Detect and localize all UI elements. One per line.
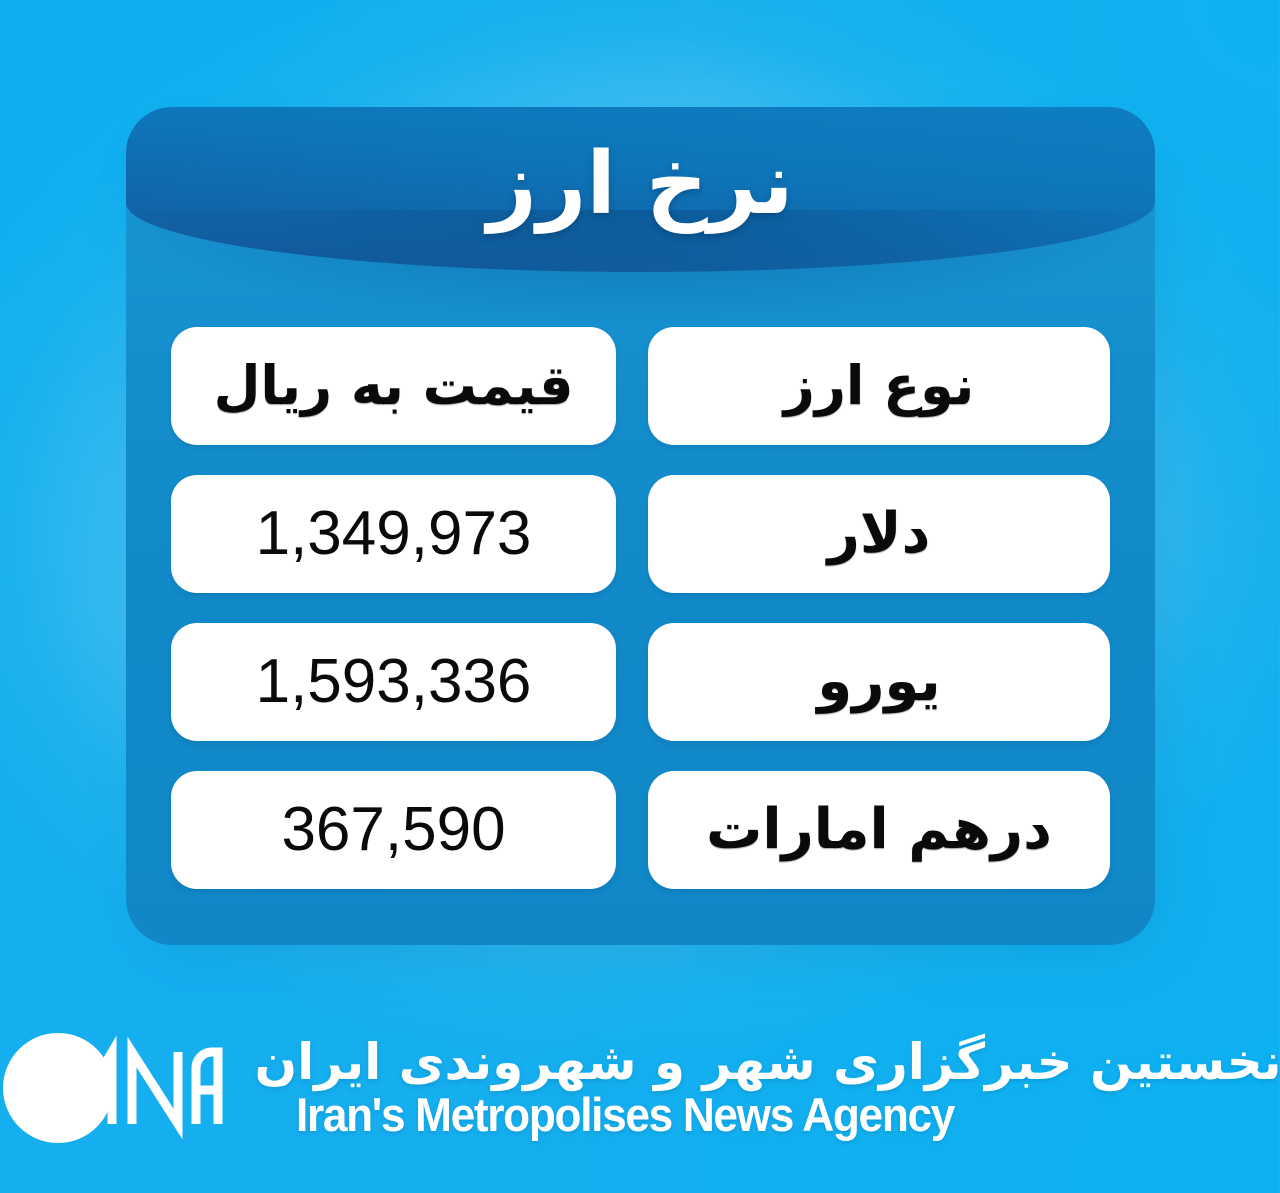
table-header-row: نوع ارز قیمت به ریال [172,327,1111,445]
imna-logo [0,1022,229,1154]
header-label-price: قیمت به ریال [214,354,576,417]
footer-taglines: نخستین خبرگزاری شهر و شهروندی ایران Iran… [255,1036,1280,1140]
currency-price: 1,349,973 [256,499,533,568]
header-cell-currency-type: نوع ارز [649,327,1111,445]
cell-currency-price: 1,349,973 [172,475,617,593]
cell-currency-type: درهم امارات [649,771,1111,889]
table-row: یورو 1,593,336 [172,623,1111,741]
cell-currency-type: یورو [649,623,1111,741]
footer-tagline-english: Iran's Metropolises News Agency [297,1088,956,1142]
header-label-currency-type: نوع ارز [784,354,977,417]
currency-price: 367,590 [282,795,507,864]
cell-currency-type: دلار [649,475,1111,593]
currency-name: درهم امارات [707,797,1054,862]
exchange-rate-table: نوع ارز قیمت به ریال دلار 1,349,973 یورو… [127,272,1156,889]
currency-name: یورو [818,649,942,714]
cell-currency-price: 367,590 [172,771,617,889]
footer-tagline-persian: نخستین خبرگزاری شهر و شهروندی ایران [255,1032,1280,1091]
title-banner: نرخ ارز [127,107,1156,330]
exchange-rate-card: نرخ ارز نوع ارز قیمت به ریال دلار 1,349,… [127,107,1156,945]
footer-branding: نخستین خبرگزاری شهر و شهروندی ایران Iran… [0,1000,1280,1175]
currency-price: 1,593,336 [256,647,533,716]
currency-name: دلار [828,501,933,566]
table-row: درهم امارات 367,590 [172,771,1111,889]
cell-currency-price: 1,593,336 [172,623,617,741]
table-row: دلار 1,349,973 [172,475,1111,593]
page-title: نرخ ارز [488,133,795,234]
header-cell-price: قیمت به ریال [172,327,617,445]
